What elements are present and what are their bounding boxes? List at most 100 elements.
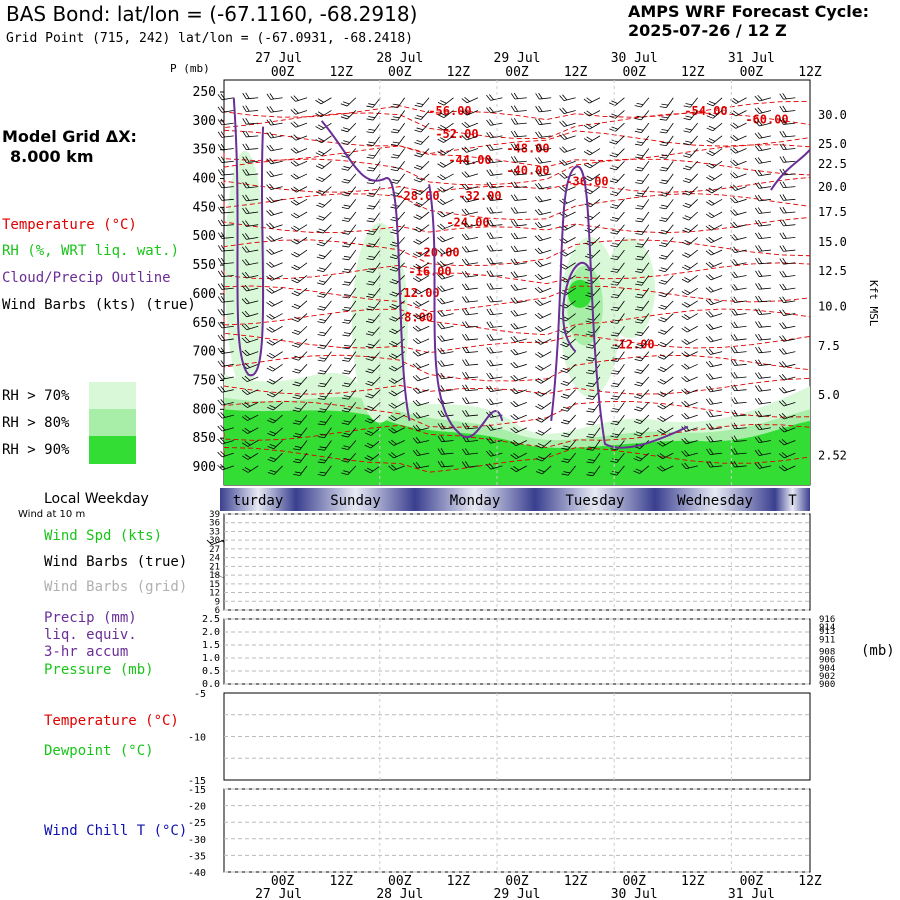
wind-barb [559, 146, 576, 153]
wind-barb [778, 465, 796, 472]
wind-barb [461, 220, 479, 228]
wind-tick: 18 [209, 571, 220, 581]
date-label-bottom: 30 Jul [611, 887, 658, 900]
wind-barb [510, 156, 527, 163]
wind-barb [292, 351, 308, 361]
pressure-right-tick: 900 [819, 680, 835, 690]
wind-barb [535, 169, 552, 177]
wind-barb [705, 360, 723, 368]
hour-label-bottom: 12Z [681, 874, 705, 889]
wind-barb [534, 338, 552, 345]
wind-barb [241, 375, 259, 382]
wind-barb [437, 260, 454, 268]
wind-barb [730, 159, 747, 166]
wind-barbs-grid-label: Wind Barbs (grid) [44, 579, 188, 595]
wind-barb [755, 359, 771, 367]
pressure-tick: 750 [193, 373, 216, 388]
wind-barb [341, 186, 357, 197]
wind-barb [290, 147, 308, 154]
wind-barb [635, 224, 650, 235]
wind-barb [779, 296, 796, 304]
wind-barb [388, 452, 405, 459]
wind-barb [266, 325, 283, 333]
wind-barb [730, 448, 747, 455]
date-label-top: 27 Jul [255, 51, 302, 66]
wind-barb [461, 461, 478, 468]
wind-barb [290, 211, 308, 219]
cycle-value: 2025-07-26 / 12 Z [628, 21, 787, 40]
wind-barb [681, 313, 698, 321]
wind-barb [635, 173, 650, 185]
wind-barb [290, 134, 308, 141]
wind-barb [291, 313, 308, 322]
wind-barb [366, 186, 381, 197]
wind-barb [241, 284, 259, 292]
cloud-outline [550, 165, 689, 449]
wind-tick: 12 [209, 589, 220, 599]
wind-barb [705, 186, 723, 194]
wind-barb [610, 249, 625, 261]
wind-barb [267, 452, 283, 462]
wind-barb [706, 448, 723, 455]
wind-barb [342, 237, 357, 248]
wind-barb [754, 182, 771, 189]
hour-label-bottom: 00Z [271, 874, 295, 889]
precip-tick: 2.0 [202, 627, 220, 638]
cloud-outline [770, 149, 811, 191]
wind-barb [510, 310, 527, 317]
wind-barb [635, 262, 650, 273]
wind-barb [341, 199, 357, 210]
wind-barb [584, 160, 601, 169]
wind-barb [658, 300, 674, 310]
wind-barb [267, 427, 283, 437]
wind-barb [242, 92, 259, 100]
wind-barb [412, 350, 430, 357]
wind-barb [705, 211, 723, 219]
wind-barb [217, 106, 234, 113]
wind-barb [266, 376, 283, 385]
wind-tick: 36 [209, 519, 220, 529]
wind-barb [461, 208, 479, 216]
wind-barb [412, 275, 430, 282]
wind-barb [659, 97, 674, 108]
wind-barb [705, 286, 723, 293]
wind-barb [437, 211, 454, 218]
wind-barb [658, 249, 674, 260]
wind-barb [388, 427, 405, 434]
wind-barb [535, 131, 552, 138]
rh90-label: RH > 90% [2, 442, 70, 458]
wind-barb [437, 448, 454, 455]
wind-barb [388, 439, 405, 446]
wind-barb [461, 109, 479, 116]
wind-barb [342, 351, 357, 362]
date-label-top: 29 Jul [494, 51, 541, 66]
pressure-right-tick: 902 [819, 672, 835, 682]
kft-tick: 22.5 [818, 157, 847, 171]
wind-barb [486, 181, 503, 189]
wind-barb [366, 249, 381, 261]
wind-barb [315, 160, 332, 169]
wind-barb [486, 131, 503, 139]
wind-barb [486, 119, 503, 126]
wind-barb [754, 119, 772, 127]
wind-barb [414, 135, 430, 145]
date-label-bottom: 28 Jul [376, 887, 423, 900]
wind-barb [560, 389, 576, 399]
wind-barb [217, 232, 234, 239]
wind-barb [364, 465, 381, 474]
wind-barb [462, 448, 478, 455]
wind-barb [778, 387, 796, 394]
wind-barb [290, 108, 308, 115]
wind-barb [635, 211, 650, 223]
wind-barb [705, 249, 723, 256]
wind-barb [267, 402, 283, 411]
wind-barb [388, 414, 405, 422]
wind-barb [390, 160, 406, 172]
wind-barb [635, 287, 650, 299]
wind-barb [635, 186, 650, 197]
wind-barb [559, 107, 576, 114]
wind-barb [242, 181, 259, 189]
wind-barb [437, 347, 454, 355]
wind-barb [366, 148, 381, 159]
wind-barb [730, 172, 747, 179]
